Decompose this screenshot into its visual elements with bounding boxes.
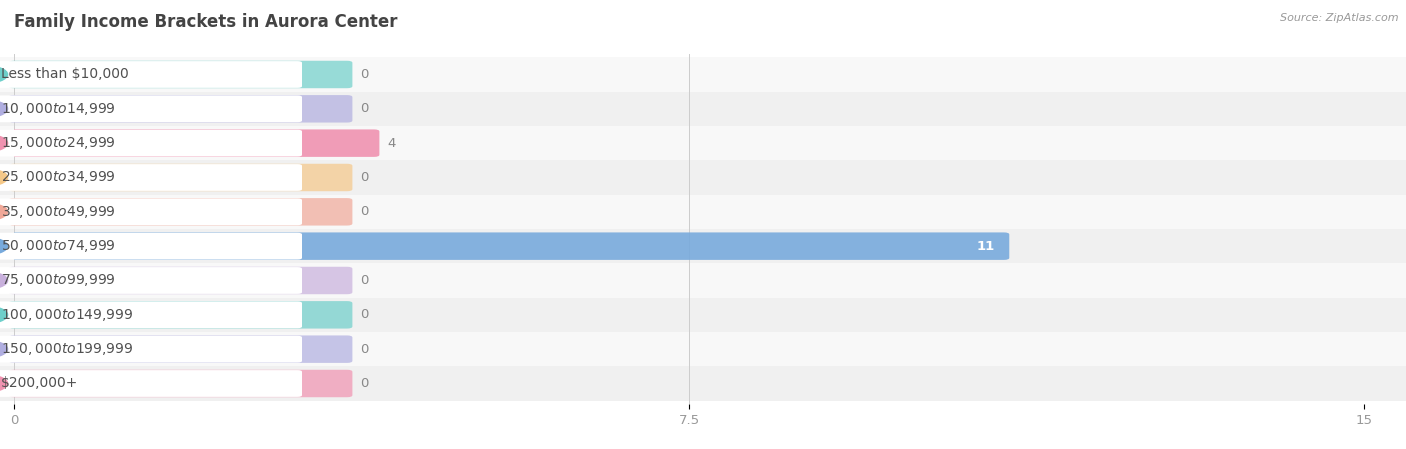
FancyBboxPatch shape	[0, 92, 1406, 126]
FancyBboxPatch shape	[0, 370, 302, 397]
FancyBboxPatch shape	[0, 57, 1406, 92]
Text: $35,000 to $49,999: $35,000 to $49,999	[0, 204, 115, 220]
Text: 0: 0	[360, 343, 368, 356]
Text: 0: 0	[360, 68, 368, 81]
Circle shape	[0, 100, 7, 118]
FancyBboxPatch shape	[0, 130, 302, 157]
FancyBboxPatch shape	[0, 336, 302, 362]
Circle shape	[0, 237, 7, 255]
FancyBboxPatch shape	[0, 298, 1406, 332]
Circle shape	[0, 66, 7, 84]
FancyBboxPatch shape	[0, 96, 302, 122]
Text: 0: 0	[360, 308, 368, 321]
FancyBboxPatch shape	[8, 95, 353, 123]
Text: 0: 0	[360, 377, 368, 390]
FancyBboxPatch shape	[0, 164, 302, 191]
Circle shape	[0, 306, 7, 324]
FancyBboxPatch shape	[8, 301, 353, 329]
Text: Less than $10,000: Less than $10,000	[0, 67, 128, 81]
Text: $15,000 to $24,999: $15,000 to $24,999	[0, 135, 115, 151]
FancyBboxPatch shape	[8, 335, 353, 363]
Text: $100,000 to $149,999: $100,000 to $149,999	[0, 307, 134, 323]
FancyBboxPatch shape	[0, 229, 1406, 263]
Text: 0: 0	[360, 171, 368, 184]
Circle shape	[0, 374, 7, 392]
Text: Source: ZipAtlas.com: Source: ZipAtlas.com	[1281, 13, 1399, 23]
FancyBboxPatch shape	[0, 332, 1406, 366]
FancyBboxPatch shape	[8, 233, 1010, 260]
FancyBboxPatch shape	[0, 263, 1406, 298]
Text: $50,000 to $74,999: $50,000 to $74,999	[0, 238, 115, 254]
FancyBboxPatch shape	[8, 61, 353, 88]
FancyBboxPatch shape	[8, 370, 353, 397]
Text: $25,000 to $34,999: $25,000 to $34,999	[0, 169, 115, 185]
Text: $10,000 to $14,999: $10,000 to $14,999	[0, 101, 115, 117]
Circle shape	[0, 169, 7, 186]
FancyBboxPatch shape	[0, 366, 1406, 401]
Text: 0: 0	[360, 205, 368, 218]
Text: $150,000 to $199,999: $150,000 to $199,999	[0, 341, 134, 357]
Circle shape	[0, 203, 7, 221]
Text: 4: 4	[388, 136, 396, 150]
FancyBboxPatch shape	[0, 301, 302, 328]
FancyBboxPatch shape	[0, 198, 302, 225]
Text: $75,000 to $99,999: $75,000 to $99,999	[0, 273, 115, 289]
FancyBboxPatch shape	[0, 195, 1406, 229]
Text: $200,000+: $200,000+	[0, 377, 77, 391]
Text: 11: 11	[977, 240, 995, 253]
FancyBboxPatch shape	[8, 129, 380, 157]
FancyBboxPatch shape	[0, 61, 302, 88]
FancyBboxPatch shape	[0, 160, 1406, 195]
Circle shape	[0, 272, 7, 289]
Text: 0: 0	[360, 102, 368, 115]
FancyBboxPatch shape	[0, 233, 302, 260]
FancyBboxPatch shape	[8, 164, 353, 191]
Text: Family Income Brackets in Aurora Center: Family Income Brackets in Aurora Center	[14, 13, 398, 31]
Text: 0: 0	[360, 274, 368, 287]
Circle shape	[0, 134, 7, 152]
FancyBboxPatch shape	[8, 267, 353, 294]
FancyBboxPatch shape	[0, 126, 1406, 160]
FancyBboxPatch shape	[8, 198, 353, 225]
Circle shape	[0, 340, 7, 358]
FancyBboxPatch shape	[0, 267, 302, 294]
